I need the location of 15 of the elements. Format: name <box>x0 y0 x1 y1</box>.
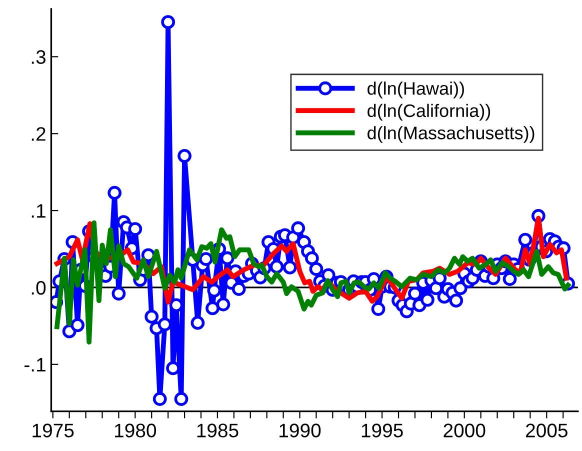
x-tick-label: 1985 <box>197 424 238 438</box>
legend-label: d(ln(California)) <box>368 104 490 121</box>
y-tick-label: .3 <box>32 50 46 64</box>
x-tick-label: 1975 <box>32 424 74 438</box>
x-tick-label: 2005 <box>526 424 568 438</box>
y-tick-label: -.1 <box>24 358 46 372</box>
x-tick-label: 1995 <box>362 424 403 438</box>
x-tick-label: 1980 <box>115 424 156 438</box>
x-tick-label: 2000 <box>444 424 486 438</box>
legend-label: d(ln(Hawai)) <box>368 82 464 98</box>
legend-label: d(ln(Massachusetts)) <box>368 126 534 143</box>
y-tick-label: .2 <box>32 127 46 141</box>
y-tick-label: .0 <box>32 280 46 295</box>
y-tick-label: .1 <box>32 204 46 218</box>
x-tick-label: 1990 <box>280 424 321 438</box>
